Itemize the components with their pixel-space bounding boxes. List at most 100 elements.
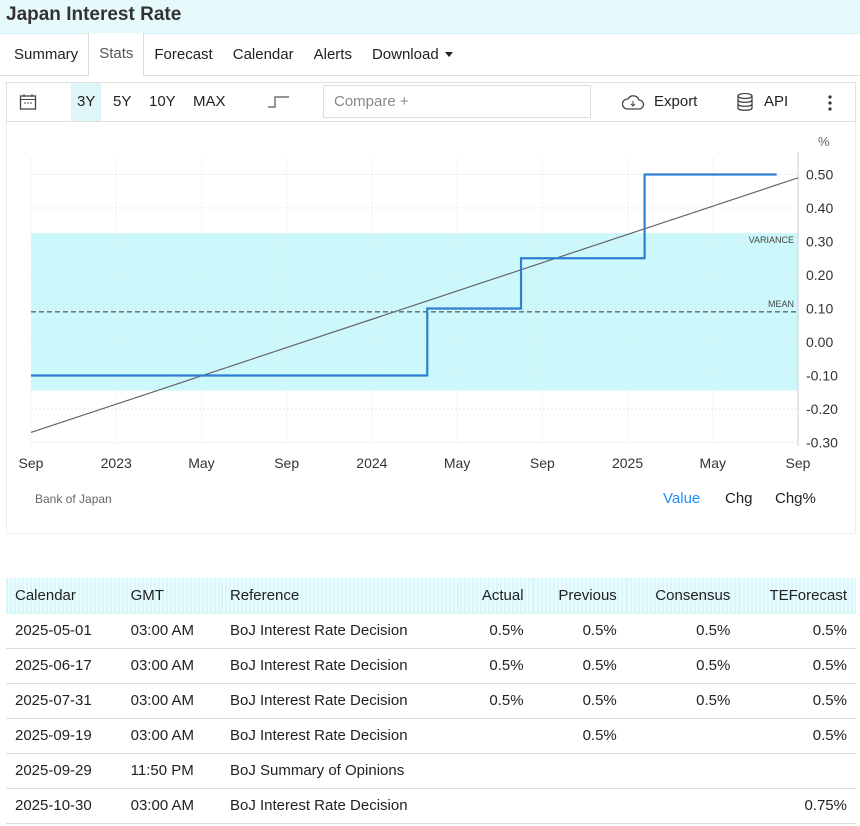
x-tick-label: Sep xyxy=(274,455,299,471)
tab-forecast[interactable]: Forecast xyxy=(144,34,222,76)
tab-label: Download xyxy=(371,45,439,63)
table-cell xyxy=(625,753,740,789)
table-cell: 0.5% xyxy=(739,683,856,719)
table-cell: 2025-10-30 xyxy=(6,788,122,824)
table-cell xyxy=(532,753,626,789)
column-header: Previous xyxy=(532,578,626,614)
step-line-icon[interactable] xyxy=(267,93,293,109)
y-tick-label: 0.00 xyxy=(806,334,833,350)
table-cell: 0.75% xyxy=(739,788,856,824)
mean-label: MEAN xyxy=(768,299,794,309)
table-row: 2025-07-31 03:00 AM BoJ Interest Rate Deci… xyxy=(6,683,856,719)
x-tick-label: Sep xyxy=(19,455,44,471)
table-cell: 2025-07-31 xyxy=(6,683,122,719)
unit-label: % xyxy=(818,134,830,149)
column-header: GMT xyxy=(121,578,221,614)
page-title: Japan Interest Rate xyxy=(0,0,860,34)
range-5y-button[interactable]: 5Y xyxy=(113,93,132,110)
tab-download[interactable]: Download xyxy=(362,34,463,76)
tab-calendar[interactable]: Calendar xyxy=(223,34,304,76)
column-header: Calendar xyxy=(6,578,122,614)
calendar-icon[interactable] xyxy=(19,93,37,111)
variance-band xyxy=(31,233,798,391)
table-row: 2025-09-19 03:00 AM BoJ Interest Rate Deci… xyxy=(6,718,856,754)
x-tick-label: May xyxy=(700,455,726,471)
x-tick-label: 2024 xyxy=(356,455,387,471)
column-header: TEForecast xyxy=(739,578,856,614)
y-tick-label: 0.10 xyxy=(806,301,833,317)
tab-label: Stats xyxy=(99,45,134,62)
export-button[interactable]: Export xyxy=(654,93,698,110)
api-button[interactable]: API xyxy=(764,93,789,110)
y-tick-label: 0.40 xyxy=(806,200,833,216)
table-cell xyxy=(625,718,740,754)
range-10y-button[interactable]: 10Y xyxy=(149,93,176,110)
table-cell: 0.5% xyxy=(459,613,533,649)
tab-label: Forecast xyxy=(154,45,213,63)
table-cell: 0.5% xyxy=(532,683,626,719)
x-tick-label: May xyxy=(188,455,214,471)
table-cell: 0.5% xyxy=(459,648,533,684)
range-max-button[interactable]: MAX xyxy=(193,93,226,110)
table-cell: 2025-05-01 xyxy=(6,613,122,649)
x-tick-label: 2023 xyxy=(101,455,132,471)
y-tick-label: 0.30 xyxy=(806,234,833,250)
view-chgpct-button[interactable]: Chg% xyxy=(775,490,816,507)
table-cell: 0.5% xyxy=(625,648,740,684)
table-cell: BoJ Interest Rate Decision xyxy=(220,683,460,719)
table-cell: 0.5% xyxy=(625,613,740,649)
chart-toolbar: 3Y 5Y 10Y MAX Compare + Export API xyxy=(6,82,856,122)
tab-label: Alerts xyxy=(313,45,352,63)
table-cell: BoJ Interest Rate Decision xyxy=(220,788,460,824)
table-cell: 0.5% xyxy=(532,613,626,649)
range-3y-button[interactable]: 3Y xyxy=(71,83,102,121)
table-cell: BoJ Summary of Opinions xyxy=(220,753,460,789)
cloud-download-icon[interactable] xyxy=(621,93,645,111)
table-cell xyxy=(739,753,856,789)
y-tick-label: -0.30 xyxy=(806,435,838,451)
x-tick-label: Sep xyxy=(530,455,555,471)
y-tick-label: 0.50 xyxy=(806,167,833,183)
interest-rate-chart: 0.50 0.40 0.30 0.20 0.10 0.00 -0.10 -0.20 -0.30 S… xyxy=(19,134,839,471)
more-options-icon[interactable] xyxy=(827,95,833,111)
table-cell: 11:50 PM xyxy=(121,753,221,789)
variance-label: VARIANCE xyxy=(749,235,794,245)
table-cell: 03:00 AM xyxy=(121,718,221,754)
table-row: 2025-09-29 11:50 PM BoJ Summary of Opinion… xyxy=(6,753,856,789)
table-cell: BoJ Interest Rate Decision xyxy=(220,718,460,754)
table-cell: 0.5% xyxy=(739,613,856,649)
database-icon[interactable] xyxy=(736,92,754,112)
column-header: Reference xyxy=(220,578,460,614)
source-label: Bank of Japan xyxy=(35,492,112,506)
table-cell xyxy=(459,788,533,824)
table-cell xyxy=(625,788,740,824)
table-row: 2025-05-01 03:00 AM BoJ Interest Rate Deci… xyxy=(6,613,856,649)
view-value-button[interactable]: Value xyxy=(663,490,701,507)
table-cell xyxy=(532,788,626,824)
tab-stats[interactable]: Stats xyxy=(88,33,145,76)
table-row: 2025-06-17 03:00 AM BoJ Interest Rate Deci… xyxy=(6,648,856,684)
tab-bar: Summary Stats Forecast Calendar Alerts D… xyxy=(0,33,860,76)
table-cell: 0.5% xyxy=(532,718,626,754)
tab-summary[interactable]: Summary xyxy=(4,34,88,76)
table-cell: 03:00 AM xyxy=(121,648,221,684)
table-cell: 0.5% xyxy=(532,648,626,684)
y-tick-label: 0.20 xyxy=(806,267,833,283)
table-cell: BoJ Interest Rate Decision xyxy=(220,613,460,649)
table-cell: 03:00 AM xyxy=(121,613,221,649)
table-cell: 0.5% xyxy=(625,683,740,719)
table-cell xyxy=(459,718,533,754)
table-row: 2025-10-30 03:00 AM BoJ Interest Rate Deci… xyxy=(6,788,856,824)
table-cell: 03:00 AM xyxy=(121,788,221,824)
table-cell: 0.5% xyxy=(739,648,856,684)
rate-series-line xyxy=(31,173,777,377)
calendar-table: Calendar GMT Reference Actual Previous Consen… xyxy=(6,578,856,824)
view-chg-button[interactable]: Chg xyxy=(725,490,753,507)
table-cell: 0.5% xyxy=(739,718,856,754)
x-tick-label: 2025 xyxy=(612,455,643,471)
tab-label: Summary xyxy=(14,45,79,63)
table-cell: 2025-09-29 xyxy=(6,753,122,789)
table-cell: BoJ Interest Rate Decision xyxy=(220,648,460,684)
tab-alerts[interactable]: Alerts xyxy=(304,34,362,76)
compare-input[interactable]: Compare + xyxy=(323,85,591,118)
